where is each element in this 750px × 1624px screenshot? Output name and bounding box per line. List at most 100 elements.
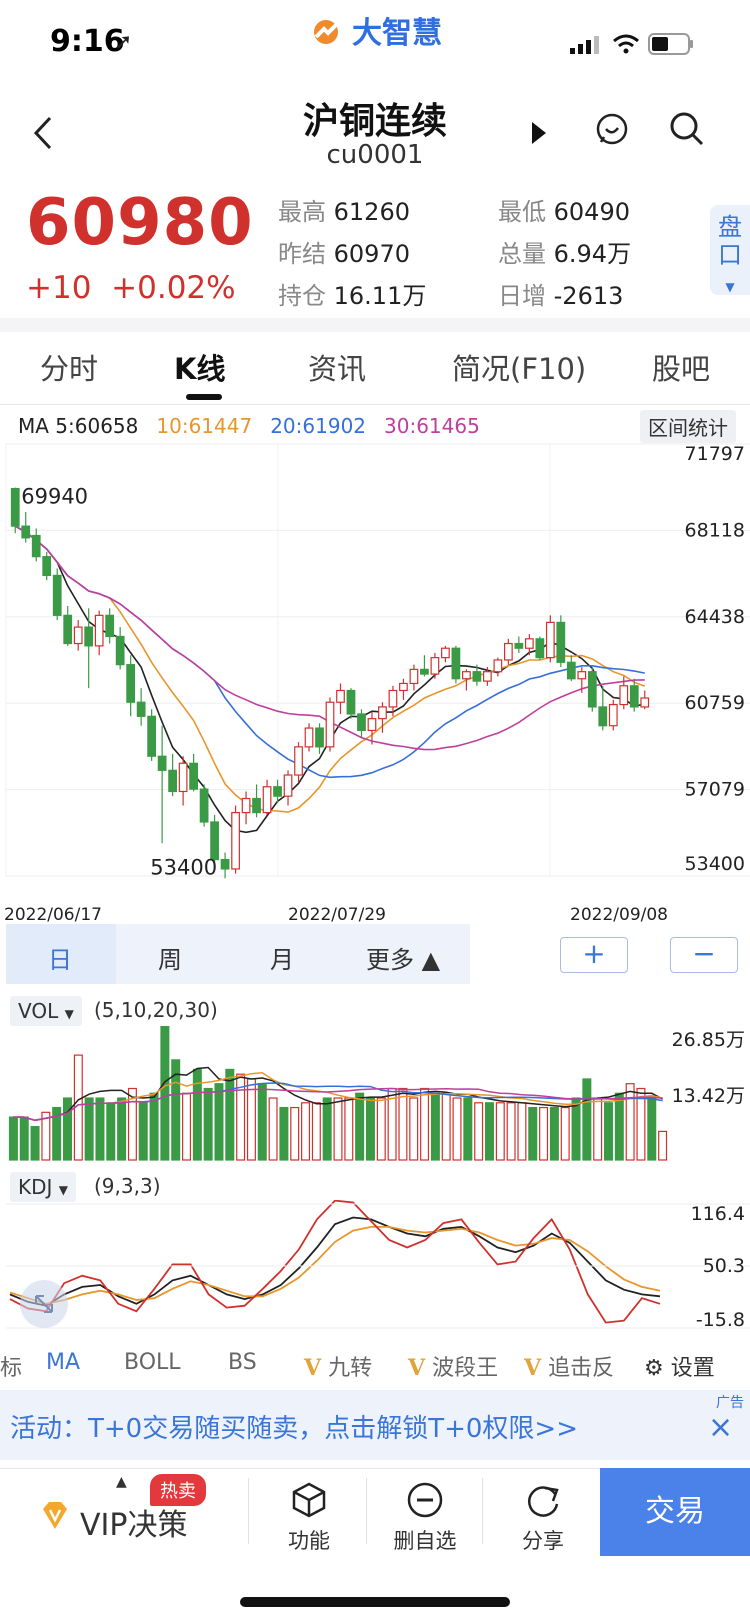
min-price-label: 53400: [150, 855, 217, 879]
vip-diamond-icon: [38, 1500, 72, 1536]
candle-body: [241, 797, 251, 814]
volume-bar: [603, 1102, 613, 1161]
candle-body: [10, 487, 20, 527]
volume-bar: [311, 1102, 321, 1161]
share-button[interactable]: 分享: [488, 1480, 598, 1555]
volume-bar: [625, 1083, 635, 1161]
y-tick-label: -15.8: [696, 1309, 745, 1331]
tab-forum[interactable]: 股吧: [652, 352, 711, 386]
zoom-in-button[interactable]: +: [560, 937, 628, 973]
tab-overview[interactable]: 简况(F10): [452, 352, 587, 386]
ad-banner[interactable]: [0, 1390, 750, 1460]
share-label: 分享: [522, 1529, 564, 1553]
indicator-bs[interactable]: BS: [228, 1350, 257, 1375]
pankou-button[interactable]: 盘口 ▼: [710, 205, 750, 295]
chat-bubble-icon: [596, 113, 628, 145]
share-icon: [528, 1486, 559, 1517]
period-more[interactable]: 更多 ▲: [366, 946, 441, 974]
volume-bar: [441, 1092, 451, 1161]
search-button[interactable]: [668, 110, 706, 148]
volume-bar: [106, 1102, 116, 1161]
volume-bar: [582, 1078, 592, 1161]
candle-body: [357, 713, 366, 732]
volume-bar: [257, 1083, 267, 1161]
y-tick-label: 53400: [685, 853, 745, 875]
volume-bar: [246, 1078, 256, 1161]
y-tick-label: 116.4: [691, 1203, 745, 1225]
last-price: 60980: [26, 186, 254, 260]
tab-kline[interactable]: K线: [174, 352, 226, 386]
bottom-divider: [248, 1478, 249, 1544]
candle-body: [399, 682, 408, 692]
period-month[interactable]: 月: [270, 946, 294, 974]
volume-bar: [376, 1097, 386, 1161]
instrument-code: cu0001: [326, 140, 424, 170]
function-button[interactable]: 功能: [254, 1480, 364, 1555]
expand-chart-button[interactable]: [20, 1280, 68, 1328]
next-instrument-button[interactable]: [528, 120, 550, 146]
volume-bar: [560, 1106, 570, 1161]
back-button[interactable]: [28, 108, 58, 158]
candle-body: [514, 642, 524, 649]
trade-button[interactable]: 交易: [600, 1468, 750, 1556]
daily-increase-stat: 日增 -2613: [498, 276, 623, 311]
volume-stat: 总量 6.94万: [498, 234, 631, 269]
kdj-k-line: [9, 1216, 661, 1307]
volume-bar: [452, 1097, 462, 1161]
volume-bar: [138, 1102, 148, 1161]
candle-body: [220, 858, 230, 870]
volume-bar: [474, 1102, 484, 1161]
period-week[interactable]: 周: [158, 946, 182, 974]
vol-indicator-select[interactable]: VOL ▼: [10, 996, 82, 1026]
candle-body: [472, 671, 482, 682]
play-icon: [532, 122, 546, 144]
max-price-label: 69940: [21, 485, 88, 509]
indicator-boduanwang[interactable]: V 波段王: [408, 1350, 498, 1382]
candle-body: [115, 635, 125, 666]
vol-indicator-label: VOL: [18, 999, 59, 1023]
tab-news[interactable]: 资讯: [308, 352, 367, 386]
candle-body: [105, 614, 115, 638]
vip-decision-button[interactable]: VIP决策: [80, 1508, 188, 1543]
kdj-chart[interactable]: 116.4 50.3 -15.8: [0, 1200, 750, 1336]
candle-body: [73, 626, 83, 645]
tab-indicator: [186, 394, 222, 400]
indicator-ma[interactable]: MA: [46, 1350, 81, 1375]
candle-body: [483, 671, 492, 682]
indicator-partial[interactable]: 标: [0, 1356, 23, 1381]
kdj-indicator-select[interactable]: KDJ ▼: [10, 1172, 77, 1202]
settings-button[interactable]: ⚙ 设置: [644, 1350, 715, 1382]
volume-bar: [593, 1097, 603, 1161]
chevron-up-icon: ▲: [116, 1474, 127, 1490]
volume-bar: [333, 1097, 343, 1161]
high-value: 61260: [333, 198, 410, 226]
candle-body: [367, 718, 377, 732]
volume-bar: [290, 1106, 300, 1161]
x-tick-label: 2022/06/17: [4, 905, 102, 925]
volume-chart[interactable]: 26.85万 13.42万: [0, 1026, 750, 1162]
indicator-zhuijifan[interactable]: V 追击反: [524, 1350, 620, 1382]
y-tick-label: 50.3: [703, 1255, 745, 1277]
ad-text[interactable]: 活动：T+0交易随买随卖，点击解锁T+0权限>>: [10, 1414, 578, 1444]
candle-body: [430, 657, 440, 675]
period-day[interactable]: 日: [48, 946, 72, 974]
candle-body: [577, 671, 587, 680]
tab-timeshare[interactable]: 分时: [40, 352, 99, 386]
volume-bar: [355, 1092, 365, 1161]
indicator-boll[interactable]: BOLL: [124, 1350, 181, 1375]
zoom-out-button[interactable]: −: [670, 937, 738, 973]
close-ad-button[interactable]: ×: [708, 1410, 734, 1445]
range-stats-button[interactable]: 区间统计: [640, 410, 736, 443]
volume-bar: [658, 1130, 668, 1161]
y-tick-label: 13.42万: [672, 1085, 745, 1107]
search-icon: [670, 112, 704, 146]
chat-button[interactable]: [594, 112, 630, 148]
home-indicator: [240, 1597, 510, 1607]
kline-chart[interactable]: 71797 68118 64438 60759 57079 53400 69940 53400…: [0, 436, 750, 926]
remove-watchlist-button[interactable]: 删自选: [370, 1480, 480, 1555]
indicator-jiuzhuan[interactable]: V 九转: [304, 1350, 372, 1382]
candle-body: [336, 689, 345, 703]
volume-bar: [95, 1097, 105, 1161]
y-tick-label: 57079: [685, 779, 745, 801]
caret-down-icon: ▼: [58, 1183, 69, 1197]
